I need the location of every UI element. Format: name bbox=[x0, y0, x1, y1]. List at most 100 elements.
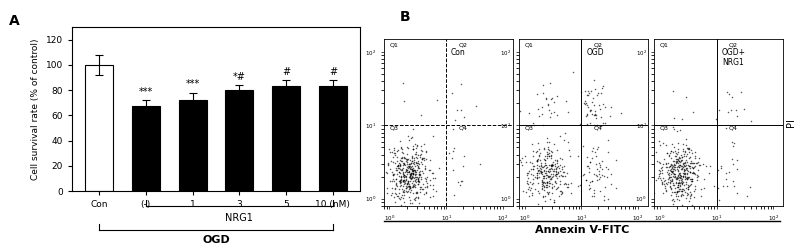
Point bbox=[514, 109, 526, 113]
Point bbox=[679, 163, 692, 167]
Point bbox=[673, 180, 686, 184]
Point bbox=[398, 156, 410, 160]
Point bbox=[665, 149, 678, 153]
Point bbox=[659, 188, 672, 192]
Point bbox=[383, 180, 396, 184]
Point bbox=[394, 178, 406, 182]
Point bbox=[398, 173, 410, 177]
Point bbox=[405, 155, 418, 159]
Point bbox=[550, 165, 563, 169]
Point bbox=[549, 164, 562, 168]
Point bbox=[535, 179, 548, 183]
Point bbox=[419, 185, 432, 189]
Point bbox=[662, 175, 675, 179]
Point bbox=[677, 142, 690, 146]
Point bbox=[664, 175, 677, 179]
Text: OGD: OGD bbox=[586, 48, 604, 57]
Point bbox=[645, 191, 658, 195]
Point bbox=[666, 150, 679, 154]
Point bbox=[535, 169, 548, 173]
Point bbox=[524, 208, 537, 212]
Point bbox=[553, 174, 566, 178]
Point bbox=[685, 161, 698, 165]
Point bbox=[405, 173, 418, 177]
Point bbox=[410, 190, 422, 194]
Point bbox=[409, 196, 422, 199]
Point bbox=[670, 157, 682, 161]
Point bbox=[414, 169, 426, 172]
Point bbox=[414, 160, 427, 164]
Point bbox=[400, 172, 413, 176]
Point bbox=[675, 174, 688, 178]
Point bbox=[540, 154, 553, 158]
Point bbox=[406, 176, 419, 180]
Point bbox=[546, 185, 558, 189]
Point bbox=[662, 173, 675, 177]
Point bbox=[397, 171, 410, 174]
Point bbox=[533, 191, 546, 195]
Point bbox=[663, 178, 676, 182]
Point bbox=[394, 184, 406, 188]
Point bbox=[665, 163, 678, 167]
Point bbox=[672, 183, 685, 187]
Point bbox=[670, 185, 683, 189]
Point bbox=[398, 161, 410, 165]
Point bbox=[602, 196, 614, 200]
Point bbox=[654, 179, 667, 183]
Point bbox=[550, 174, 562, 178]
Point bbox=[670, 165, 683, 169]
Point bbox=[523, 180, 536, 184]
Point bbox=[412, 164, 425, 168]
Point bbox=[398, 156, 411, 160]
Point bbox=[678, 154, 690, 158]
Point bbox=[398, 200, 410, 204]
Point bbox=[538, 184, 550, 188]
Point bbox=[409, 196, 422, 200]
Text: Annexin V-FITC: Annexin V-FITC bbox=[535, 225, 629, 235]
Point bbox=[403, 175, 416, 179]
Text: *#: *# bbox=[233, 72, 246, 82]
Point bbox=[411, 177, 424, 181]
Point bbox=[679, 154, 692, 158]
Point bbox=[544, 163, 557, 167]
Point bbox=[675, 189, 688, 193]
Point bbox=[655, 168, 668, 172]
Point bbox=[684, 183, 697, 187]
Point bbox=[390, 182, 402, 185]
Point bbox=[667, 172, 680, 175]
Point bbox=[610, 158, 622, 162]
Point bbox=[538, 147, 550, 151]
Point bbox=[392, 163, 405, 167]
Point bbox=[582, 89, 594, 93]
Point bbox=[671, 169, 684, 173]
Point bbox=[395, 156, 408, 160]
Point bbox=[682, 192, 694, 196]
Point bbox=[661, 208, 674, 212]
Point bbox=[662, 171, 675, 175]
Point bbox=[542, 190, 555, 194]
Point bbox=[679, 174, 692, 178]
Point bbox=[682, 176, 694, 180]
Point bbox=[661, 178, 674, 182]
Point bbox=[394, 184, 407, 187]
Point bbox=[712, 186, 725, 190]
Point bbox=[526, 173, 539, 177]
Point bbox=[387, 195, 400, 199]
Point bbox=[408, 168, 421, 172]
Point bbox=[578, 101, 590, 105]
Point bbox=[540, 180, 553, 184]
Point bbox=[534, 166, 546, 170]
Point bbox=[409, 183, 422, 187]
Point bbox=[413, 180, 426, 184]
Point bbox=[401, 182, 414, 186]
Point bbox=[535, 187, 548, 191]
Point bbox=[414, 173, 426, 177]
Point bbox=[540, 135, 553, 139]
Point bbox=[393, 170, 406, 174]
Point bbox=[666, 159, 679, 163]
Point bbox=[429, 176, 442, 180]
Point bbox=[726, 140, 738, 144]
Point bbox=[390, 183, 402, 186]
Point bbox=[554, 179, 566, 183]
Point bbox=[540, 156, 553, 159]
